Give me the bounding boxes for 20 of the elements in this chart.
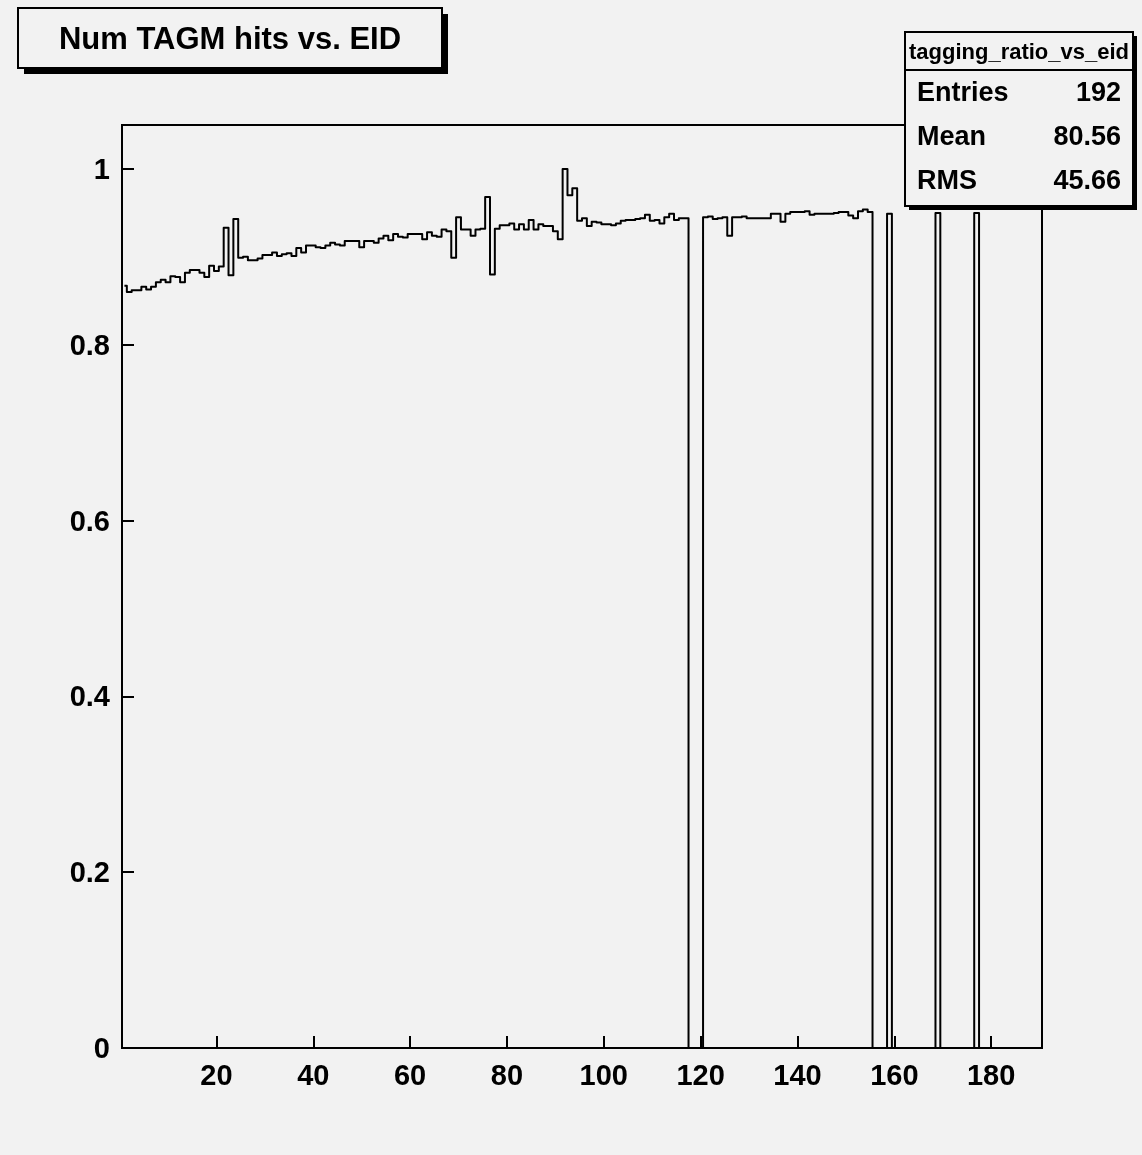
y-tick-label: 0.4	[69, 680, 110, 713]
x-tick-label: 20	[200, 1058, 233, 1091]
x-tick-label: 120	[676, 1058, 725, 1091]
text: Mean 80.56	[917, 121, 1121, 151]
x-tick-label: 60	[393, 1058, 427, 1091]
y-tick-label: 0	[93, 1032, 110, 1064]
y-tick-label: 0.6	[69, 504, 110, 537]
chart-title: Num TAGM hits vs. EID	[58, 20, 402, 56]
text: Entries 192	[917, 77, 1121, 107]
y-tick-label: 1	[93, 152, 110, 185]
y-tick-label: 0.8	[69, 328, 110, 361]
x-tick-label: 160	[870, 1058, 919, 1091]
x-tick-label: 180	[966, 1058, 1016, 1091]
x-tick-label: 40	[297, 1058, 330, 1091]
x-tick-label: 80	[490, 1058, 524, 1091]
y-tick-label: 0.2	[69, 856, 110, 889]
x-tick-label: 100	[579, 1058, 628, 1091]
text: RMS 45.66	[917, 165, 1121, 195]
x-tick-label: 140	[773, 1058, 822, 1091]
text: tagging_ratio_vs_eid	[908, 38, 1130, 64]
